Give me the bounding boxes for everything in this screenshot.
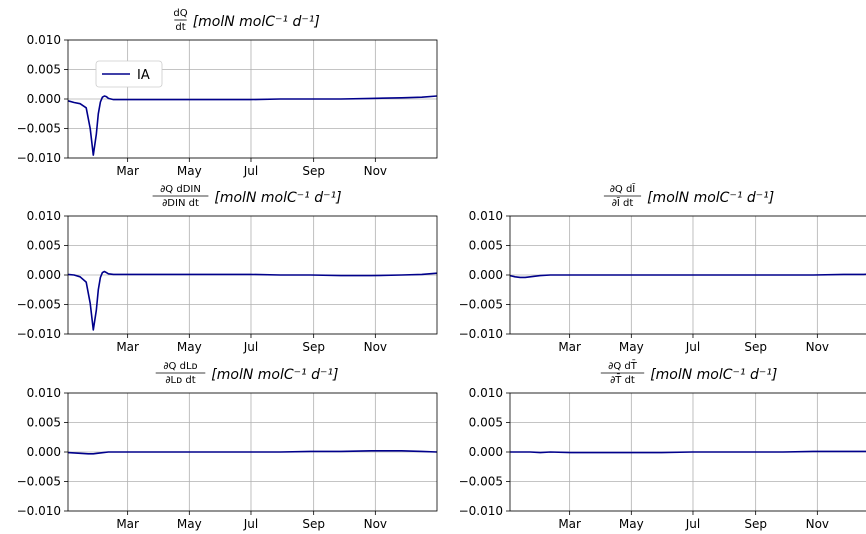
x-tick-label: Sep [302, 340, 325, 354]
axes-frame [67, 392, 438, 512]
x-tick-label: May [177, 164, 202, 178]
y-tick-label: 0.000 [469, 445, 503, 459]
title-numerator: ∂Q dDIN [160, 184, 201, 195]
title-denominator: ∂Ī dt [612, 196, 634, 209]
y-tick-label: −0.005 [459, 298, 503, 312]
x-tick-label: Jul [243, 340, 258, 354]
y-tick-label: 0.010 [27, 386, 61, 400]
x-tick-label: May [177, 340, 202, 354]
panel-5: Mar May Jul Sep Nov 0.010 0.005 0.000 −0.005 −0.0… [459, 359, 866, 531]
x-tick-label: May [619, 340, 644, 354]
y-tick-label: 0.000 [27, 445, 61, 459]
axes-frame [509, 392, 866, 512]
x-tick-label: Nov [806, 340, 829, 354]
y-tick-label: −0.005 [17, 475, 61, 489]
title-unit: [molN molC⁻¹ d⁻¹] [211, 367, 338, 383]
y-tick-label: −0.010 [17, 504, 61, 518]
y-tick-label: 0.005 [27, 416, 61, 430]
y-tick-label: 0.005 [27, 63, 61, 77]
y-tick-label: −0.010 [17, 327, 61, 341]
legend-label: IA [137, 68, 150, 83]
y-tick-label: 0.000 [469, 268, 503, 282]
axes-frame [509, 215, 866, 335]
series-line-ia [67, 95, 438, 156]
panel-2: Mar May Jul Sep Nov 0.010 0.005 0.000 −0.005 −0.0… [17, 184, 438, 354]
panel-3: Mar May Jul Sep Nov 0.010 0.005 0.000 −0.005 −0.0… [459, 182, 866, 354]
series-line-ia [509, 273, 866, 279]
x-tick-label: Sep [744, 340, 767, 354]
title-numerator: ∂Q dĪ [610, 182, 636, 195]
y-tick-label: 0.010 [27, 33, 61, 47]
y-tick-label: 0.005 [469, 239, 503, 253]
x-tick-label: Mar [558, 517, 581, 531]
panel-4: Mar May Jul Sep Nov 0.010 0.005 0.000 −0.005 −0.0… [17, 361, 438, 531]
series-line-ia [67, 270, 438, 331]
title-unit: [molN molC⁻¹ d⁻¹] [647, 190, 774, 206]
x-tick-label: Mar [116, 340, 139, 354]
y-tick-label: −0.005 [459, 475, 503, 489]
title-unit: [molN molC⁻¹ d⁻¹] [214, 190, 341, 206]
y-tick-label: 0.010 [469, 386, 503, 400]
y-tick-label: −0.005 [17, 122, 61, 136]
x-tick-label: Sep [744, 517, 767, 531]
y-tick-label: −0.005 [17, 298, 61, 312]
x-tick-label: Mar [116, 164, 139, 178]
x-tick-label: Sep [302, 164, 325, 178]
title-denominator: ∂Lᴅ dt [165, 375, 195, 386]
y-tick-label: 0.000 [27, 92, 61, 106]
axes-frame [67, 215, 438, 335]
y-tick-label: 0.010 [469, 209, 503, 223]
panel-1: Mar May Jul Sep Nov 0.010 0.005 0.000 −0.005 −0.0… [17, 8, 438, 178]
axes-frame [67, 39, 438, 159]
x-tick-label: Nov [364, 340, 387, 354]
y-tick-label: 0.010 [27, 209, 61, 223]
y-tick-label: 0.000 [27, 268, 61, 282]
title-unit: [molN molC⁻¹ d⁻¹] [650, 367, 777, 383]
x-tick-label: Jul [685, 340, 700, 354]
x-tick-label: May [619, 517, 644, 531]
series-line-ia [510, 450, 866, 454]
x-tick-label: Sep [302, 517, 325, 531]
x-tick-label: Nov [364, 164, 387, 178]
title-unit: [molN molC⁻¹ d⁻¹] [193, 14, 320, 30]
y-tick-label: −0.010 [459, 504, 503, 518]
y-tick-label: 0.005 [27, 239, 61, 253]
x-tick-label: Nov [806, 517, 829, 531]
y-tick-label: 0.005 [469, 416, 503, 430]
x-tick-label: Mar [558, 340, 581, 354]
title-numerator: ∂Q dT̄ [608, 359, 638, 372]
title-numerator: dQ [173, 8, 187, 19]
legend: IA [95, 60, 163, 88]
title-numerator: ∂Q dLᴅ [163, 361, 197, 372]
x-tick-label: Jul [685, 517, 700, 531]
y-tick-label: −0.010 [459, 327, 503, 341]
title-denominator: ∂DIN dt [162, 198, 199, 209]
series-line-ia [67, 450, 438, 455]
title-denominator: dt [175, 22, 185, 33]
x-tick-label: Jul [243, 164, 258, 178]
x-tick-label: Mar [116, 517, 139, 531]
y-tick-label: −0.010 [17, 151, 61, 165]
x-tick-label: Nov [364, 517, 387, 531]
title-denominator: ∂T̄ dt [610, 373, 635, 386]
x-tick-label: May [177, 517, 202, 531]
x-tick-label: Jul [243, 517, 258, 531]
